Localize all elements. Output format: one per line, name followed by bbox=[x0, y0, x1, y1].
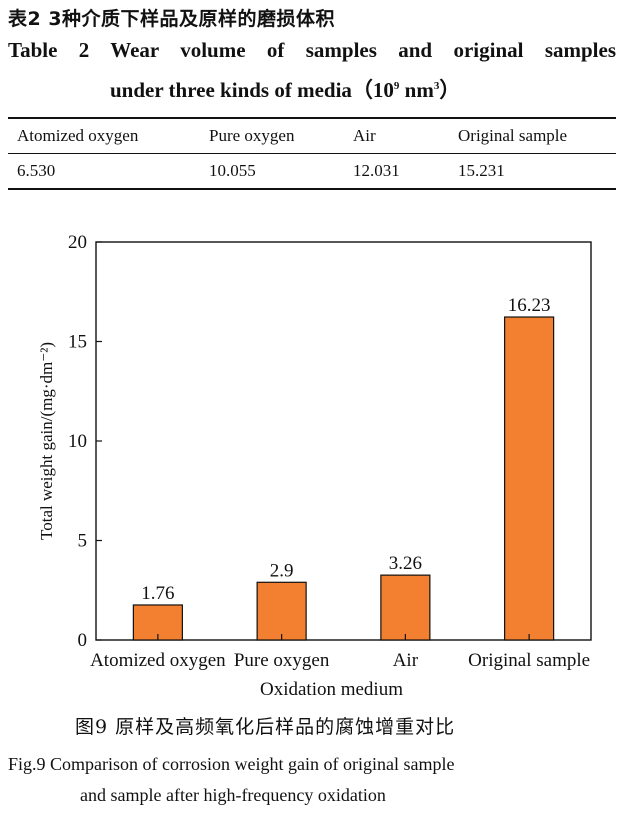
table-caption-en-exp: 9 bbox=[393, 80, 400, 92]
table-header-cell: Pure oxygen bbox=[209, 126, 295, 145]
figure-caption-cn: 图9 原样及高频氧化后样品的腐蚀增重对比 bbox=[75, 716, 456, 738]
bar-chart: 0 5 10 15 20 Total weight gain/(mg·dm⁻²) 1.76 A… bbox=[37, 232, 592, 700]
y-axis-label: Total weight gain/(mg·dm⁻²) bbox=[37, 342, 56, 540]
table-value-cell: 15.231 bbox=[458, 161, 505, 180]
x-tick-label: Air bbox=[393, 650, 419, 671]
bar-value-label: 16.23 bbox=[508, 295, 551, 316]
bar-value-label: 3.26 bbox=[389, 553, 422, 574]
y-tick-label: 5 bbox=[78, 531, 88, 552]
table-header-cell: Original sample bbox=[458, 126, 568, 145]
table-caption-en-close: ） bbox=[439, 78, 461, 102]
table-value-cell: 10.055 bbox=[209, 161, 256, 180]
table-header-cell: Air bbox=[353, 126, 376, 145]
table-caption-en-line2: under three kinds of media（109 nm3） bbox=[110, 74, 460, 104]
bar-value-label: 1.76 bbox=[141, 583, 174, 604]
y-tick-label: 0 bbox=[78, 630, 88, 651]
bar bbox=[380, 574, 431, 641]
y-tick-label: 15 bbox=[68, 332, 87, 353]
table-caption-en-unit-exp: 3 bbox=[433, 80, 440, 92]
bar bbox=[256, 581, 307, 641]
figure-caption-en-line2: and sample after high-frequency oxidatio… bbox=[80, 785, 386, 805]
x-tick-label: Pure oxygen bbox=[234, 650, 330, 671]
table-caption-en-unit: nm bbox=[399, 78, 434, 102]
y-tick-label: 20 bbox=[68, 232, 87, 253]
table-bottom-rule bbox=[8, 188, 616, 190]
table-header-rule bbox=[8, 153, 616, 154]
bar bbox=[504, 316, 555, 641]
table-caption-cn: 表2 3种介质下样品及原样的磨损体积 bbox=[8, 8, 336, 30]
x-tick-label: Original sample bbox=[468, 650, 590, 671]
bar-value-label: 2.9 bbox=[270, 560, 294, 581]
table-caption-en-line1: Table 2 Wear volume of samples and origi… bbox=[8, 38, 616, 62]
figure-caption-en-line1: Fig.9 Comparison of corrosion weight gai… bbox=[8, 754, 455, 774]
table-caption-en-main: under three kinds of media（10 bbox=[110, 78, 394, 102]
x-axis-label: Oxidation medium bbox=[260, 679, 403, 700]
y-tick-label: 10 bbox=[68, 431, 87, 452]
table-header-cell: Atomized oxygen bbox=[17, 126, 139, 145]
x-tick-label: Atomized oxygen bbox=[90, 650, 226, 671]
table-value-cell: 12.031 bbox=[353, 161, 400, 180]
table-top-rule bbox=[8, 117, 616, 119]
table-value-cell: 6.530 bbox=[17, 161, 56, 180]
